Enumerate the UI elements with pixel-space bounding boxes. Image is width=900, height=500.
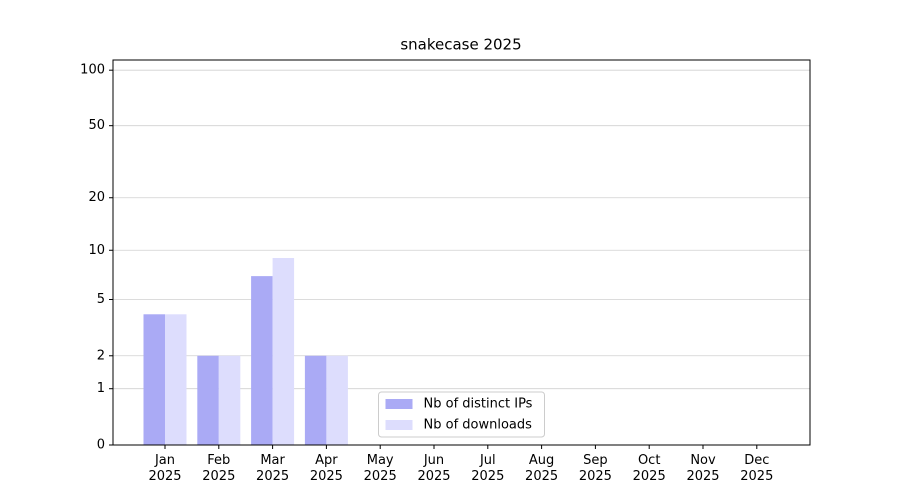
x-tick-label: Sep 2025 bbox=[578, 453, 612, 484]
x-tick-label: Aug 2025 bbox=[525, 453, 559, 484]
y-tick-label: 20 bbox=[88, 190, 105, 205]
chart-title: snakecase 2025 bbox=[400, 36, 521, 54]
plot-frame bbox=[112, 59, 811, 446]
x-tick-label: Mar 2025 bbox=[256, 453, 290, 484]
legend-swatch bbox=[385, 399, 413, 409]
y-tick-label: 1 bbox=[97, 381, 105, 396]
bar bbox=[272, 257, 295, 445]
bar bbox=[251, 276, 273, 445]
x-tick-label: Jan 2025 bbox=[148, 453, 182, 484]
y-tick-label: 2 bbox=[97, 348, 105, 363]
x-tick-label: Jun 2025 bbox=[417, 453, 451, 484]
y-tick-label: 5 bbox=[97, 292, 105, 307]
legend-box bbox=[378, 391, 545, 438]
bar bbox=[197, 355, 219, 445]
legend-swatch bbox=[385, 420, 413, 430]
legend-label: Nb of downloads bbox=[424, 418, 533, 433]
bar bbox=[326, 355, 348, 445]
x-tick-label: Oct 2025 bbox=[632, 453, 666, 484]
x-tick-label: Nov 2025 bbox=[686, 453, 720, 484]
y-tick-label: 50 bbox=[88, 118, 105, 133]
y-tick-label: 0 bbox=[97, 438, 105, 453]
legend: Nb of distinct IPs Nb of downloads bbox=[378, 391, 545, 438]
y-tick-label: 10 bbox=[88, 243, 105, 258]
y-tick-label: 100 bbox=[80, 63, 105, 78]
bar bbox=[165, 314, 187, 445]
bar bbox=[218, 355, 241, 445]
bar bbox=[304, 355, 327, 445]
x-tick-label: Apr 2025 bbox=[309, 453, 343, 484]
x-tick-label: Dec 2025 bbox=[740, 453, 774, 484]
bar bbox=[143, 314, 165, 445]
x-tick-label: May 2025 bbox=[363, 453, 397, 484]
x-tick-label: Jul 2025 bbox=[471, 453, 505, 484]
legend-label: Nb of distinct IPs bbox=[424, 397, 533, 412]
x-tick-label: Feb 2025 bbox=[202, 453, 236, 484]
